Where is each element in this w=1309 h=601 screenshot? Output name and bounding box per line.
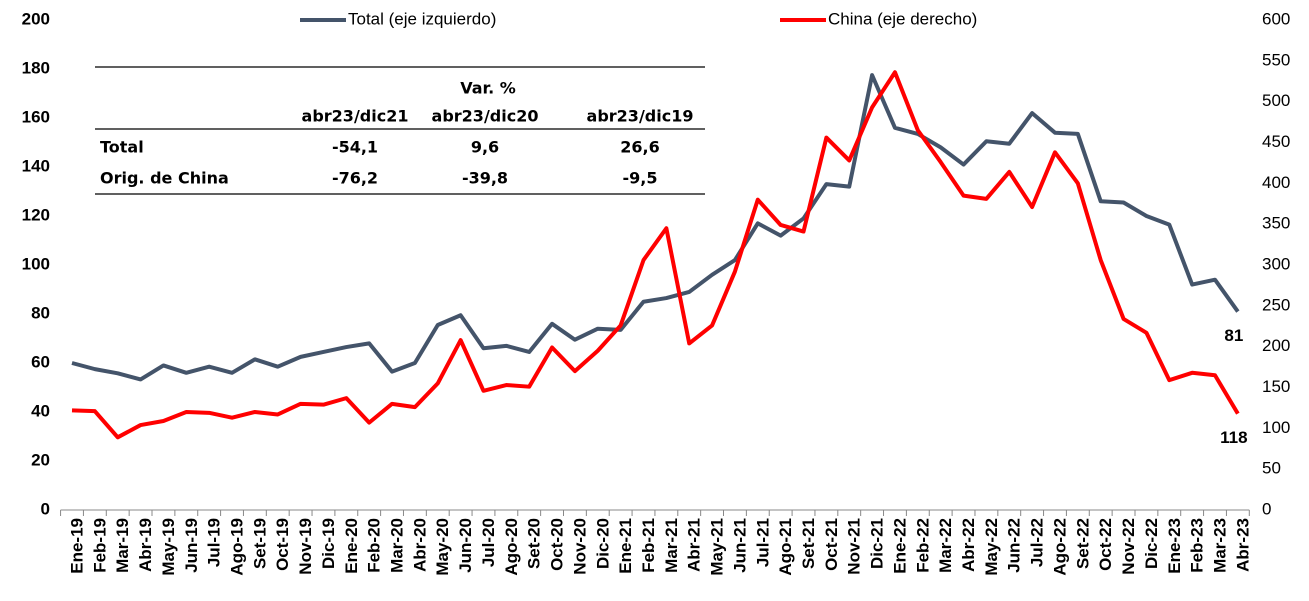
x-tick-label: Nov-21: [845, 518, 864, 575]
x-tick-label: Dic-22: [1142, 518, 1161, 569]
y2-tick-label: 600: [1262, 9, 1290, 28]
x-tick-label: Abr-23: [1233, 518, 1252, 572]
y-tick-label: 60: [31, 352, 50, 371]
summary-table: Var. %: [95, 66, 705, 195]
x-tick-label: Dic-21: [868, 518, 887, 569]
x-tick-label: Oct-22: [1096, 518, 1115, 571]
y-tick-label: 200: [22, 9, 50, 28]
legend-label: China (eje derecho): [828, 9, 977, 28]
x-tick-label: Ago-21: [776, 518, 795, 576]
x-tick-label: Abr-22: [959, 518, 978, 572]
x-tick-label: Set-19: [250, 518, 269, 569]
y2-tick-label: 350: [1262, 214, 1290, 233]
y-tick-label: 180: [22, 58, 50, 77]
y2-tick-label: 500: [1262, 91, 1290, 110]
x-tick-label: May-19: [159, 518, 178, 576]
x-tick-label: Ene-23: [1165, 518, 1184, 574]
y-tick-label: 20: [31, 450, 50, 469]
x-tick-label: Ene-22: [890, 518, 909, 574]
y2-tick-label: 0: [1262, 499, 1271, 518]
x-tick-label: Mar-22: [936, 518, 955, 573]
x-tick-label: Ago-22: [1050, 518, 1069, 576]
y-tick-label: 160: [22, 107, 50, 126]
x-tick-label: Feb-23: [1188, 518, 1207, 573]
y-tick-label: 140: [22, 156, 50, 175]
table-row-label: Total: [100, 138, 144, 157]
x-tick-label: Set-20: [525, 518, 544, 569]
y2-tick-label: 200: [1262, 336, 1290, 355]
x-tick-label: Jul-20: [479, 518, 498, 567]
x-tick-label: Abr-19: [136, 518, 155, 572]
legend-label: Total (eje izquierdo): [348, 9, 496, 28]
x-tick-label: Set-22: [1073, 518, 1092, 569]
x-tick-label: Oct-19: [273, 518, 292, 571]
x-tick-label: Jul-19: [205, 518, 224, 567]
x-tick-label: Jun-19: [182, 518, 201, 573]
y2-tick-label: 550: [1262, 50, 1290, 69]
table-row-label: Orig. de China: [100, 169, 229, 188]
y2-tick-label: 450: [1262, 132, 1290, 151]
x-tick-label: Oct-21: [822, 518, 841, 571]
x-tick-label: Mar-23: [1210, 518, 1229, 573]
table-column-header: abr23/dic21: [302, 107, 409, 126]
x-tick-label: Feb-19: [90, 518, 109, 573]
x-tick-label: Ago-20: [502, 518, 521, 576]
x-tick-label: May-20: [433, 518, 452, 576]
table-cell: 9,6: [471, 138, 499, 157]
x-tick-label: Jun-21: [730, 518, 749, 573]
x-tick-label: May-22: [982, 518, 1001, 576]
x-tick-label: Mar-19: [113, 518, 132, 573]
y2-tick-label: 400: [1262, 173, 1290, 192]
x-tick-label: Mar-21: [662, 518, 681, 573]
x-tick-label: Feb-21: [639, 518, 658, 573]
table-cell: 26,6: [620, 138, 659, 157]
x-tick-label: Oct-20: [548, 518, 567, 571]
y2-tick-label: 100: [1262, 418, 1290, 437]
table-title: Var. %: [460, 79, 516, 98]
x-tick-label: May-21: [708, 518, 727, 576]
data-label: 81: [1224, 326, 1243, 345]
x-tick-label: Jun-22: [1005, 518, 1024, 573]
x-tick-label: Abr-21: [685, 518, 704, 572]
x-tick-label: Ene-21: [616, 518, 635, 574]
x-tick-label: Abr-20: [410, 518, 429, 572]
data-label: 118: [1220, 428, 1247, 447]
table-cell: -9,5: [623, 169, 658, 188]
x-tick-label: Ago-19: [228, 518, 247, 576]
y-tick-label: 80: [31, 303, 50, 322]
table-cell: -76,2: [332, 169, 378, 188]
x-tick-label: Jun-20: [456, 518, 475, 573]
series-line: [71, 73, 1240, 382]
x-tick-label: Feb-22: [913, 518, 932, 573]
x-tick-label: Ene-19: [67, 518, 86, 574]
x-tick-label: Ene-20: [342, 518, 361, 574]
x-tick-label: Nov-19: [296, 518, 315, 575]
table-column-header: abr23/dic20: [432, 107, 539, 126]
table-column-header: abr23/dic19: [587, 107, 694, 126]
x-tick-label: Dic-20: [593, 518, 612, 569]
x-tick-label: Nov-20: [570, 518, 589, 575]
x-tick-label: Jul-22: [1028, 518, 1047, 567]
series-line: [71, 70, 1240, 440]
y2-tick-label: 300: [1262, 254, 1290, 273]
y-tick-label: 40: [31, 401, 50, 420]
x-tick-label: Set-21: [799, 518, 818, 569]
x-tick-label: Mar-20: [388, 518, 407, 573]
y-tick-label: 100: [22, 254, 50, 273]
y2-tick-label: 150: [1262, 377, 1290, 396]
y2-tick-label: 250: [1262, 295, 1290, 314]
x-tick-label: Feb-20: [365, 518, 384, 573]
y2-tick-label: 50: [1262, 459, 1281, 478]
table-cell: -54,1: [332, 138, 378, 157]
y-tick-label: 120: [22, 205, 50, 224]
table-cell: -39,8: [462, 169, 508, 188]
x-tick-label: Nov-22: [1119, 518, 1138, 575]
x-tick-label: Dic-19: [319, 518, 338, 569]
x-tick-label: Jul-21: [753, 518, 772, 567]
y-tick-label: 0: [41, 499, 50, 518]
